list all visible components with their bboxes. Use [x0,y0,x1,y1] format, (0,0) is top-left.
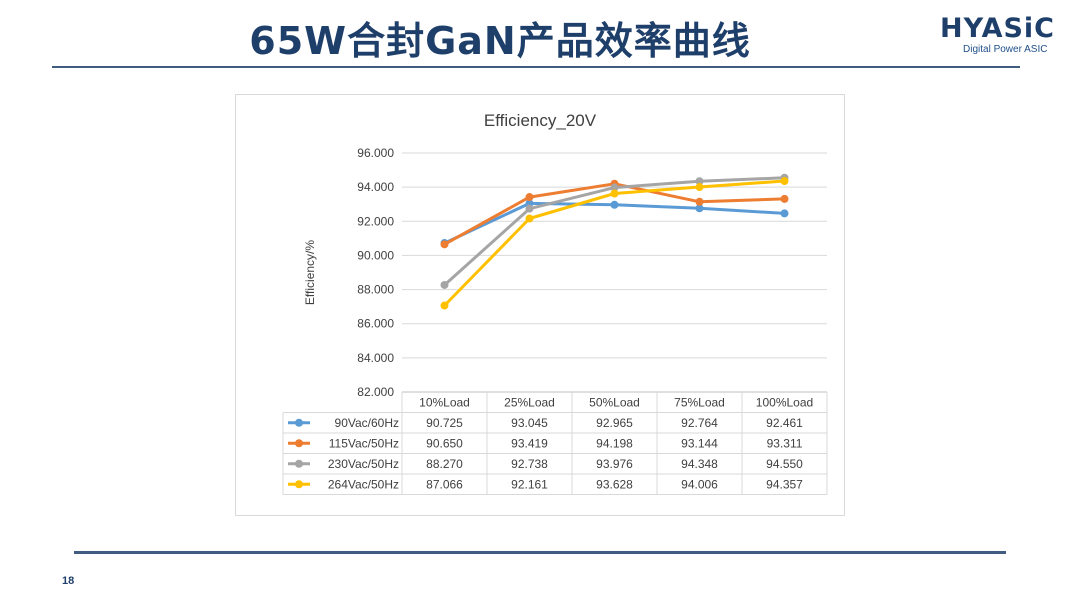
legend-series-name: 115Vac/50Hz [329,436,399,450]
series-line-1 [443,201,785,245]
data-table-value: 88.270 [426,457,463,471]
logo-subtitle: Digital Power ASIC [963,44,1048,55]
data-point [440,301,449,310]
data-table-value: 87.066 [426,477,463,491]
data-point [695,177,704,186]
data-table-value: 92.161 [511,477,548,491]
chart-title: Efficiency_20V [484,111,597,130]
bottom-divider [74,551,1006,554]
data-point [780,177,789,186]
y-tick-label: 90.000 [357,248,394,262]
legend-key-marker [295,418,303,427]
y-tick-label: 82.000 [357,385,394,399]
x-category-label: 50%Load [589,396,640,410]
data-point [525,214,534,223]
data-table-value: 93.628 [596,477,633,491]
data-table-value: 94.348 [681,457,718,471]
x-category-label: 75%Load [674,396,725,410]
data-table-value: 90.725 [426,416,463,430]
legend-series-name: 90Vac/60Hz [335,416,399,430]
data-point [440,240,449,249]
y-tick-label: 88.000 [357,283,394,297]
y-tick-label: 84.000 [357,351,394,365]
chart-svg: Efficiency_20V 82.000 84.000 86.000 88.000 90… [282,111,828,495]
legend-series-name: 230Vac/50Hz [328,457,399,471]
page-number: 18 [62,575,75,587]
y-axis-label: Efficiency/% [303,240,317,305]
data-point [610,200,619,209]
efficiency-chart: Efficiency_20V 82.000 84.000 86.000 88.000 90… [235,94,845,516]
data-point [610,183,619,192]
data-table-value: 93.976 [596,457,633,471]
data-point [610,189,619,198]
data-point [780,194,789,203]
data-table-value: 93.419 [511,436,548,450]
legend-key-marker [295,480,303,489]
data-point [780,209,789,218]
data-table-value: 94.198 [596,436,633,450]
y-tick-label: 94.000 [357,180,394,194]
data-point [695,183,704,192]
company-logo: HYASiC Digital Power ASIC [940,14,1070,56]
data-point [695,204,704,213]
data-table-value: 92.764 [681,416,718,430]
data-point [525,193,534,202]
legend-key-marker [295,439,303,448]
y-tick-label: 92.000 [357,214,394,228]
y-tick-label: 86.000 [357,317,394,331]
data-table-value: 92.738 [511,457,548,471]
x-category-label: 25%Load [504,396,555,410]
data-point [695,197,704,206]
data-table-value: 92.965 [596,416,633,430]
top-divider [52,66,1020,68]
data-table-value: 93.311 [767,436,803,450]
data-point [440,280,449,289]
data-table-value: 94.550 [766,457,803,471]
data-table-value: 93.045 [511,416,548,430]
y-tick-label: 96.000 [357,146,394,160]
data-table-value: 94.006 [681,477,718,491]
x-category-label: 10%Load [419,396,470,410]
legend-series-name: 264Vac/50Hz [328,477,399,491]
x-category-label: 100%Load [756,396,813,410]
data-table-value: 90.650 [426,436,463,450]
data-point [525,204,534,213]
slide-title: 65W合封GaN产品效率曲线 [249,19,751,63]
data-table-value: 94.357 [766,477,803,491]
legend-key-marker [295,459,303,468]
data-table-value: 92.461 [766,416,803,430]
data-table-value: 93.144 [681,436,718,450]
logo-text: HYASiC [940,13,1055,44]
